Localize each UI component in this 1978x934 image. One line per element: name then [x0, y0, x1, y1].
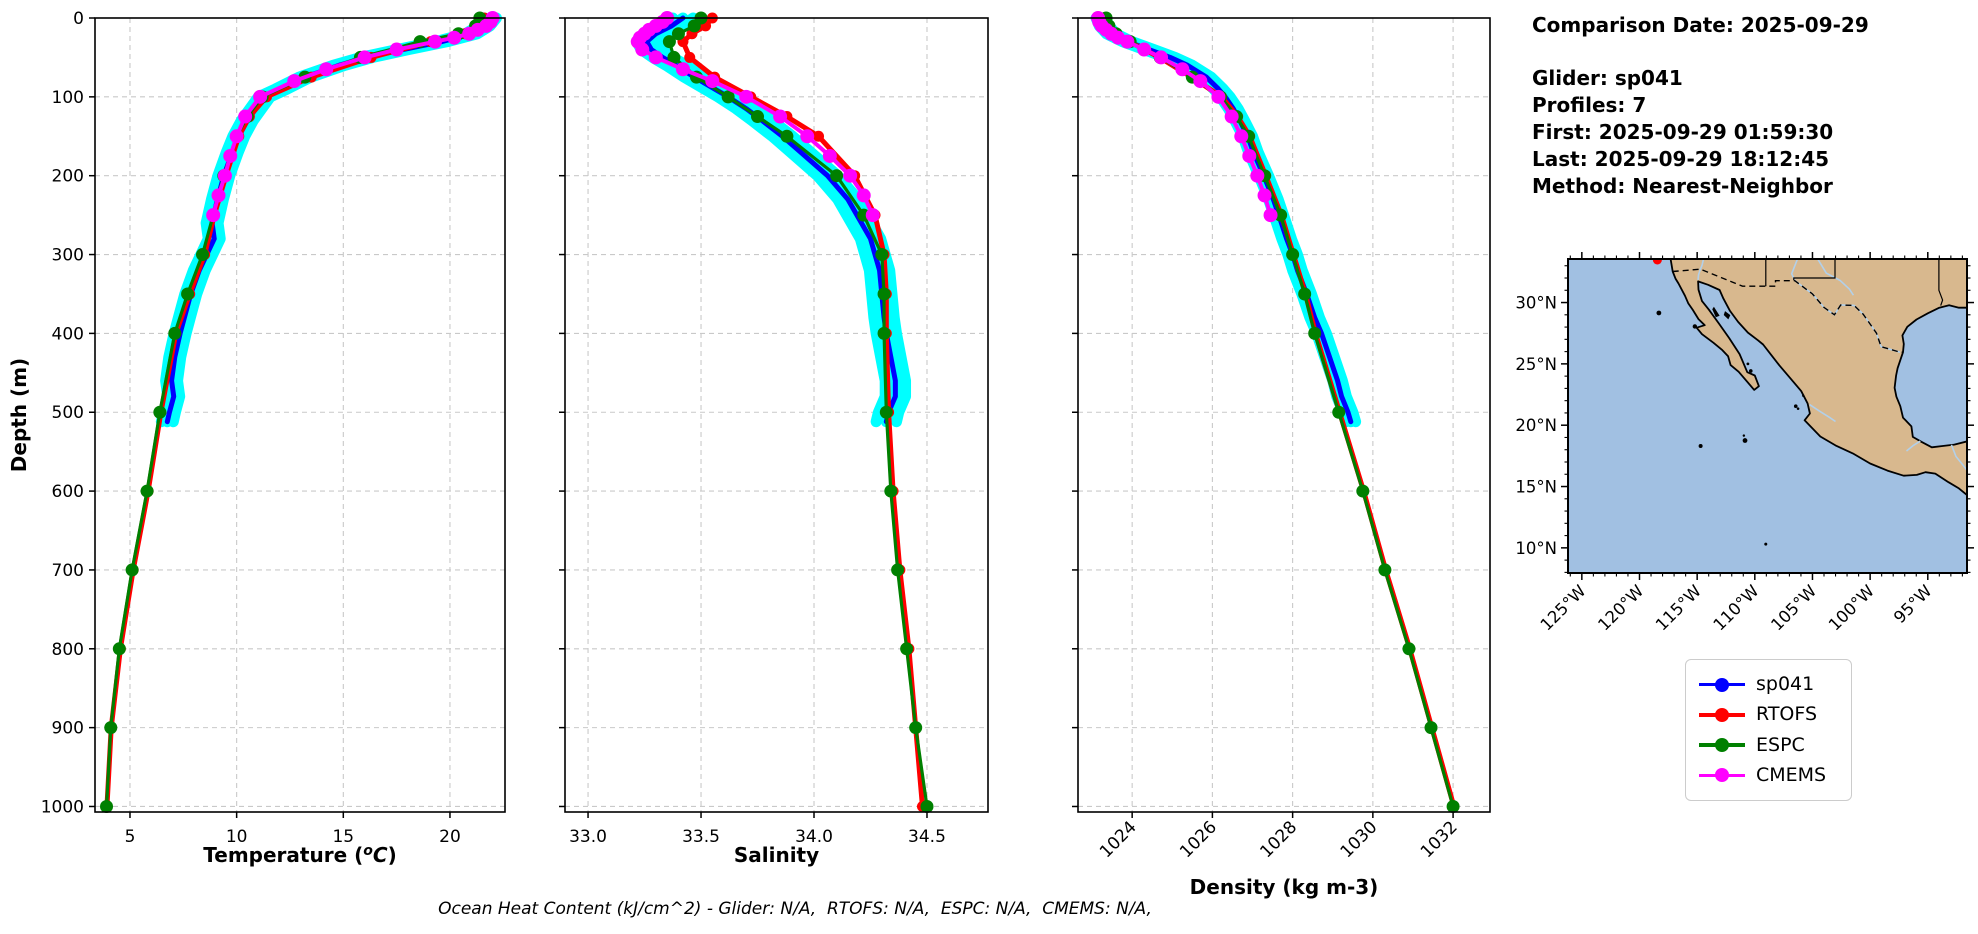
- svg-text:34.5: 34.5: [908, 827, 946, 847]
- info-spacer: [1532, 39, 1869, 65]
- series-sp041-raw: [1090, 12, 1362, 428]
- legend-item-rtofs: RTOFS: [1686, 705, 1851, 724]
- glider-position-marker: [1652, 259, 1662, 265]
- series-CMEMS: [630, 11, 880, 223]
- svg-text:15°N: 15°N: [1515, 478, 1557, 497]
- legend-line-marker-icon: [1699, 768, 1745, 783]
- svg-text:10: 10: [226, 827, 248, 847]
- svg-text:800: 800: [52, 640, 84, 660]
- svg-text:100: 100: [52, 88, 84, 108]
- svg-text:Depth (m): Depth (m): [7, 358, 31, 472]
- series-sp041: [1098, 15, 1354, 425]
- svg-text:1028: 1028: [1256, 817, 1301, 862]
- map-island: [1764, 542, 1768, 546]
- svg-text:34.0: 34.0: [795, 827, 833, 847]
- svg-text:1032: 1032: [1417, 817, 1462, 862]
- legend: sp041 RTOFS ESPC CMEMS: [1685, 659, 1852, 801]
- svg-text:400: 400: [52, 324, 84, 344]
- density-axis-label: Density (kg m-3): [1190, 875, 1379, 899]
- svg-text:110°W: 110°W: [1710, 581, 1763, 634]
- map-river: [1809, 403, 1836, 423]
- svg-text:10°N: 10°N: [1515, 539, 1557, 558]
- map-island: [1793, 404, 1798, 408]
- map-island: [1723, 311, 1731, 320]
- map-island: [1712, 306, 1720, 318]
- svg-text:0: 0: [73, 9, 84, 29]
- map-island: [1692, 324, 1698, 329]
- svg-text:1024: 1024: [1096, 817, 1141, 862]
- map-island: [1802, 394, 1805, 397]
- map-land: [1669, 259, 1967, 496]
- svg-text:700: 700: [52, 561, 84, 581]
- svg-text:30°N: 30°N: [1515, 294, 1557, 313]
- comparison-date: Comparison Date: 2025-09-29: [1532, 13, 1869, 37]
- last-profile-time: Last: 2025-09-29 18:12:45: [1532, 147, 1830, 171]
- svg-text:300: 300: [52, 246, 84, 266]
- temperature-axis-label: Temperature (oC): [203, 843, 396, 867]
- legend-item-sp041: sp041: [1686, 675, 1851, 694]
- map-frame: [1567, 258, 1968, 574]
- salinity-axis-label: Salinity: [734, 843, 819, 867]
- svg-text:120°W: 120°W: [1594, 581, 1647, 634]
- map-state-border: [1938, 259, 1944, 306]
- interp-method: Method: Nearest-Neighbor: [1532, 174, 1833, 198]
- map-island: [1698, 444, 1703, 449]
- legend-line-marker-icon: [1699, 707, 1745, 722]
- svg-text:5: 5: [125, 827, 136, 847]
- series-CMEMS: [1091, 11, 1278, 223]
- map-island: [1796, 407, 1800, 410]
- map-island: [1746, 362, 1750, 366]
- svg-text:105°W: 105°W: [1767, 581, 1820, 634]
- svg-text:500: 500: [52, 403, 84, 423]
- svg-text:600: 600: [52, 482, 84, 502]
- glider-name: Glider: sp041: [1532, 66, 1683, 90]
- legend-label: RTOFS: [1756, 703, 1818, 726]
- map-river: [1950, 444, 1967, 471]
- svg-text:15: 15: [332, 827, 354, 847]
- svg-text:1000: 1000: [41, 797, 84, 817]
- svg-text:100°W: 100°W: [1825, 581, 1878, 634]
- map-river: [1905, 440, 1921, 452]
- svg-text:25°N: 25°N: [1515, 355, 1557, 374]
- map-island: [1656, 310, 1662, 316]
- svg-text:1026: 1026: [1176, 817, 1221, 862]
- svg-text:900: 900: [52, 719, 84, 739]
- legend-label: ESPC: [1756, 733, 1805, 756]
- map-island: [1742, 434, 1746, 437]
- map-river: [1697, 259, 1705, 280]
- density-plot: 1024 1026 1028 1030 1032 Density (kg m-3): [1072, 11, 1491, 899]
- svg-text:1030: 1030: [1337, 817, 1382, 862]
- legend-line-marker-icon: [1699, 738, 1745, 753]
- map: 125°W 120°W 115°W 110°W 105°W 100°W 95°W 30°N 25…: [1515, 252, 1974, 634]
- map-island: [1742, 438, 1748, 443]
- temperature-plot: 5 10 15 2001002003004005006007008009001000T…: [41, 9, 506, 867]
- profiles-count: Profiles: 7: [1532, 93, 1647, 117]
- series-ESPC: [662, 11, 934, 813]
- salinity-plot: 33.0 33.5 34.0 34.5 Salinity: [559, 11, 989, 867]
- svg-text:115°W: 115°W: [1652, 581, 1705, 634]
- legend-item-espc: ESPC: [1686, 733, 1851, 756]
- svg-text:20°N: 20°N: [1515, 416, 1557, 435]
- svg-text:200: 200: [52, 167, 84, 187]
- svg-text:33.0: 33.0: [569, 827, 607, 847]
- legend-item-cmems: CMEMS: [1686, 763, 1851, 786]
- map-international-border: [1672, 268, 1903, 353]
- depth-axis-label: Depth (m): [7, 358, 31, 472]
- ohc-caption: Ocean Heat Content (kJ/cm^2) - Glider: N…: [438, 899, 1152, 919]
- legend-label: CMEMS: [1756, 763, 1827, 786]
- info-block: Comparison Date: 2025-09-29 Glider: sp04…: [1532, 12, 1869, 200]
- svg-text:125°W: 125°W: [1537, 581, 1590, 634]
- first-profile-time: First: 2025-09-29 01:59:30: [1532, 120, 1834, 144]
- svg-text:33.5: 33.5: [682, 827, 720, 847]
- svg-text:20: 20: [439, 827, 461, 847]
- series-CMEMS: [206, 11, 500, 223]
- legend-label: sp041: [1756, 673, 1815, 696]
- legend-line-marker-icon: [1699, 677, 1745, 692]
- svg-text:95°W: 95°W: [1890, 581, 1936, 627]
- map-island: [1748, 369, 1753, 373]
- map-river: [1817, 259, 1855, 296]
- map-state-border: [1793, 259, 1836, 281]
